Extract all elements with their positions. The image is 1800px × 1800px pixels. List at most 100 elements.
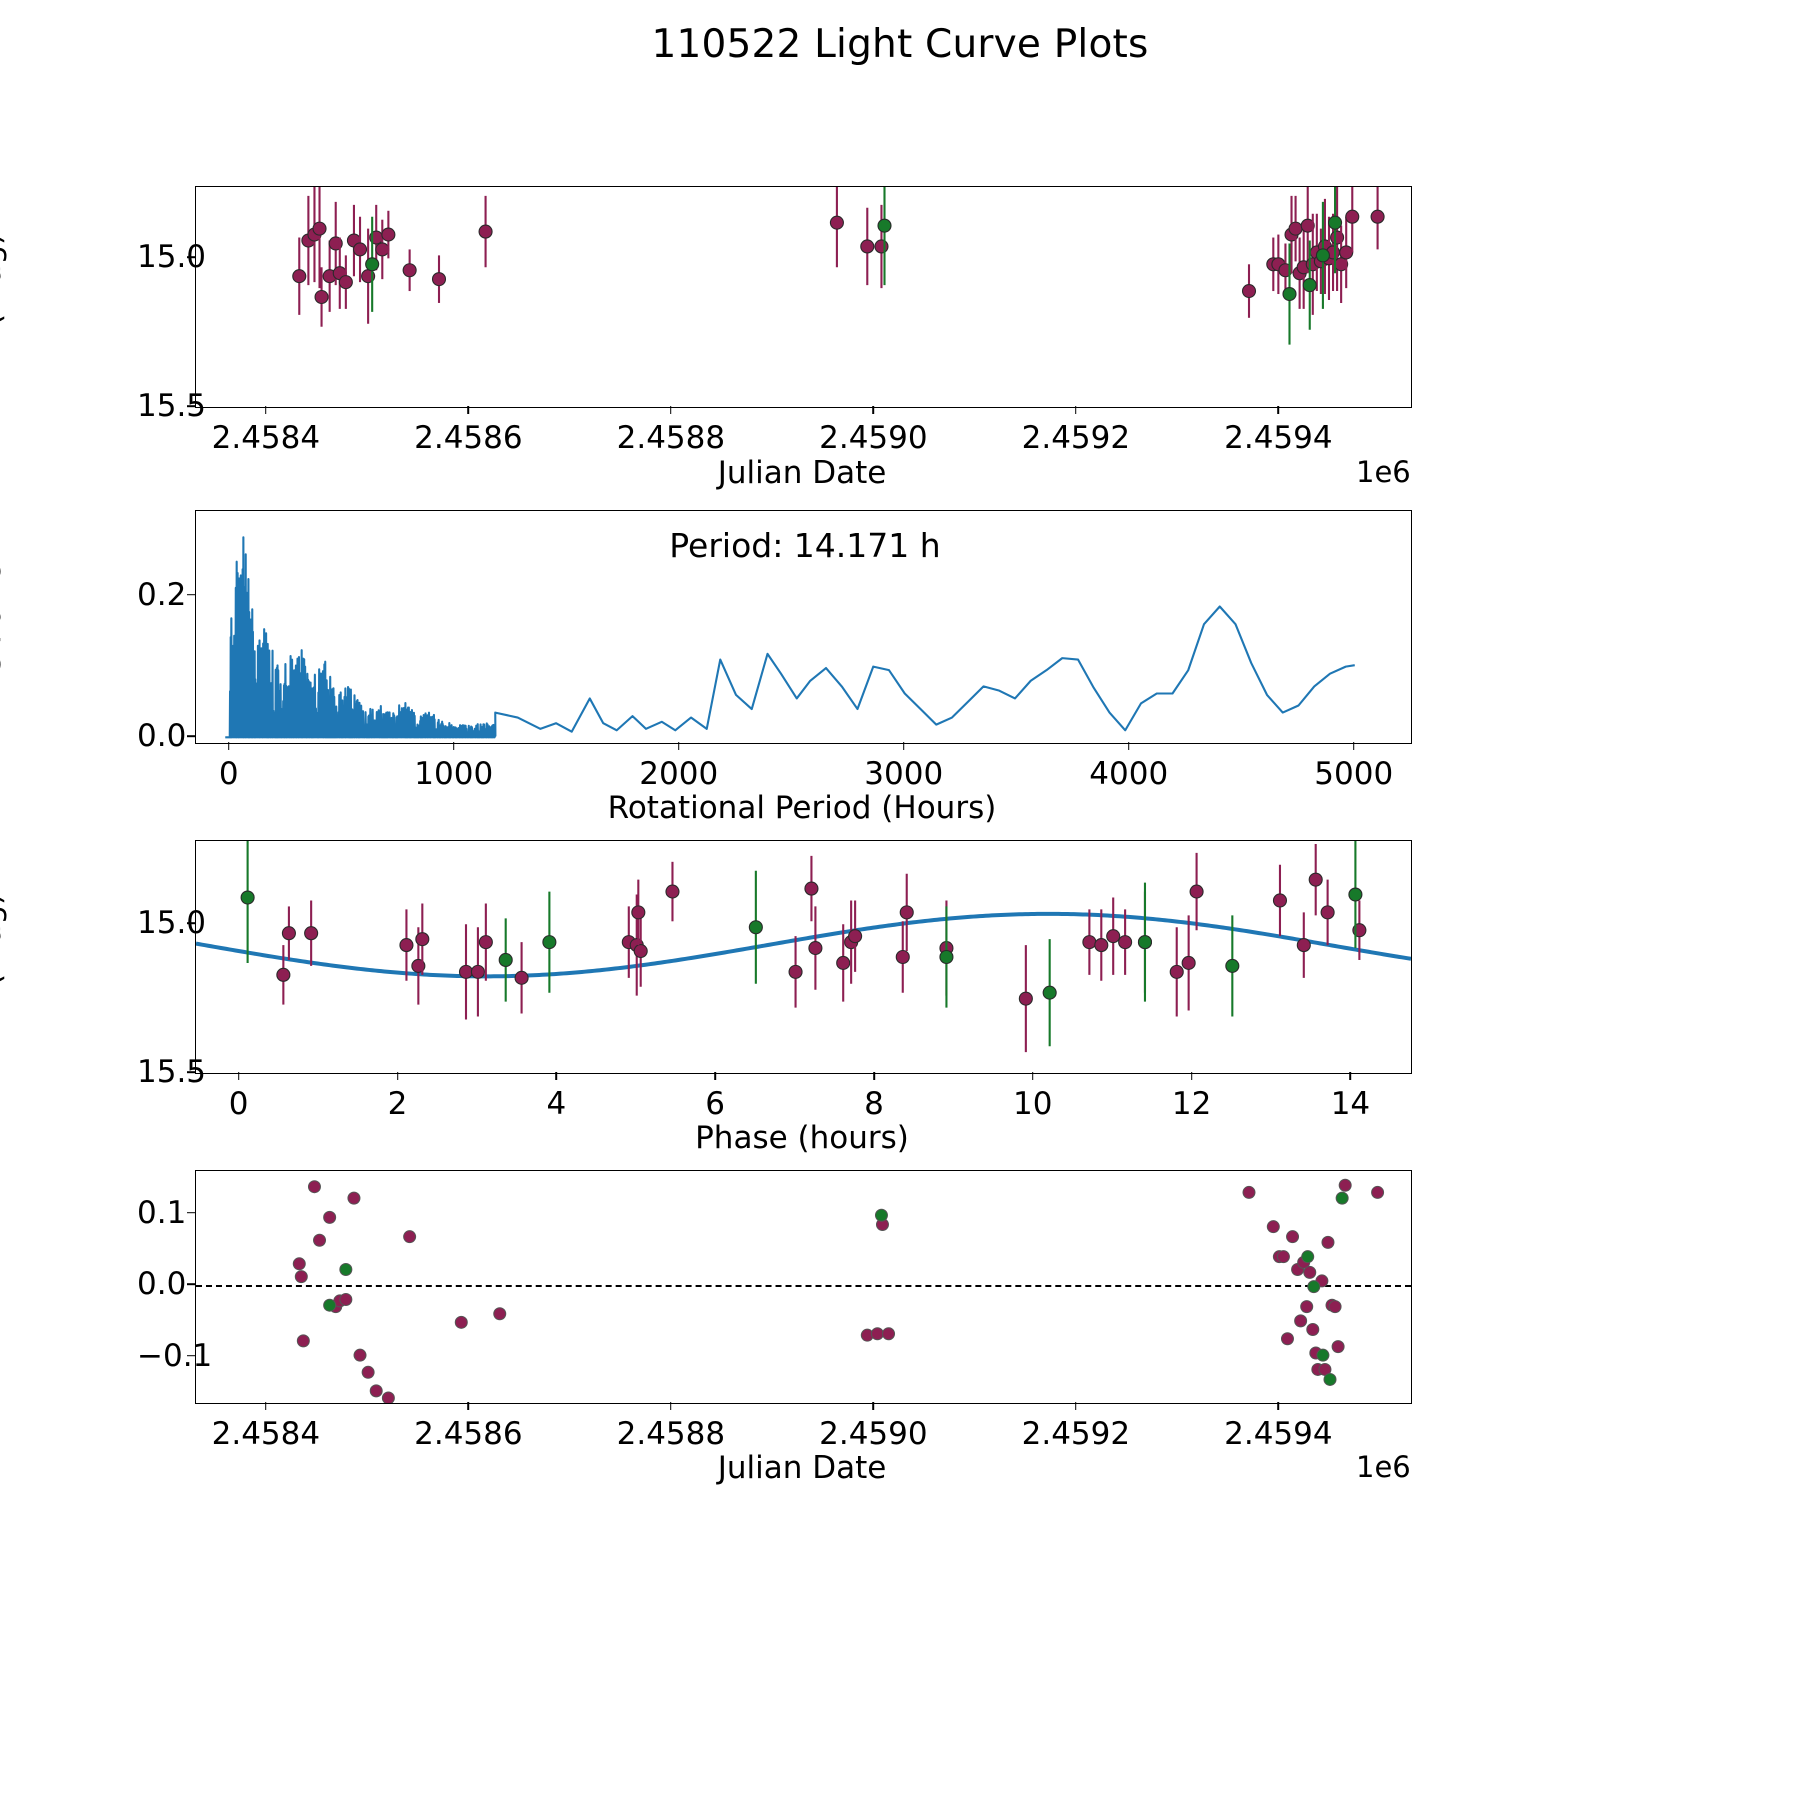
- data-point: [939, 949, 954, 965]
- data-point: [1241, 284, 1257, 299]
- tick-mark-y-1-1: [187, 256, 195, 259]
- panel-residuals: [195, 1170, 1412, 1404]
- panel-light-curve-vs-date: [195, 186, 1412, 408]
- data-point: [1118, 935, 1133, 950]
- data-point: [1169, 964, 1184, 979]
- data-point: [899, 905, 914, 920]
- axis-label-x-4: Julian Date: [717, 1450, 887, 1486]
- residual-point: [874, 1208, 888, 1222]
- tick-mark-x-2-1: [452, 742, 455, 750]
- residual-point: [1323, 1372, 1337, 1386]
- tick-mark-y-4-1: [187, 1283, 195, 1285]
- data-point: [631, 905, 646, 920]
- data-point: [1137, 935, 1153, 950]
- data-point: [877, 218, 892, 233]
- residual-point: [1321, 1235, 1335, 1249]
- data-point: [1288, 221, 1303, 236]
- residual-point: [1242, 1185, 1256, 1199]
- data-point: [542, 935, 557, 950]
- tick-mark-x-1-0: [265, 406, 267, 414]
- residual-point: [454, 1315, 468, 1329]
- residual-point: [870, 1327, 884, 1341]
- tick-mark-y-2-1: [187, 594, 195, 596]
- tick-label-x-2-1: 1000: [414, 756, 494, 792]
- data-point: [338, 275, 353, 290]
- tick-label-x-4-2: 2.4588: [616, 1416, 726, 1452]
- data-point: [276, 967, 291, 982]
- axis-offset-text-4: 1e6: [1356, 1450, 1411, 1484]
- plot-area-3: [195, 840, 1412, 1074]
- residual-point: [313, 1233, 327, 1247]
- data-point: [1348, 887, 1363, 902]
- residual-point: [1286, 1230, 1300, 1244]
- plot-area-2: [195, 510, 1412, 744]
- data-point: [1225, 958, 1240, 973]
- data-point: [314, 289, 329, 305]
- tick-mark-x-4-5: [1277, 1402, 1280, 1410]
- tick-label-x-4-5: 2.4594: [1224, 1416, 1333, 1452]
- residual-point: [296, 1334, 310, 1348]
- plot-area-1: [195, 186, 1412, 408]
- tick-label-x-2-3: 3000: [864, 756, 944, 792]
- tick-mark-x-4-0: [265, 1402, 267, 1410]
- tick-label-x-2-4: 4000: [1089, 756, 1169, 792]
- plot-area-4: [195, 1170, 1412, 1404]
- tick-label-y-4-2: −0.1: [137, 1337, 213, 1374]
- tick-label-y-1-0: 15.5: [137, 388, 207, 424]
- tick-label-x-3-2: 4: [546, 1086, 567, 1122]
- tick-mark-x-1-4: [1075, 406, 1077, 414]
- data-layer-2: [225, 536, 1355, 739]
- axis-label-x-3: Phase (hours): [695, 1120, 909, 1156]
- data-point: [836, 955, 851, 970]
- tick-label-y-4-1: 0.0: [137, 1266, 187, 1303]
- data-layer-3: [196, 841, 1411, 1053]
- tick-label-x-2-5: 5000: [1314, 756, 1394, 792]
- period-annotation: Period: 14.171 h: [669, 526, 941, 565]
- tick-mark-x-3-3: [714, 1072, 716, 1080]
- data-point: [874, 239, 889, 254]
- tick-label-x-1-1: 2.4586: [414, 420, 523, 456]
- data-point: [1339, 245, 1354, 260]
- residual-point: [1300, 1300, 1314, 1314]
- tick-label-x-1-5: 2.4594: [1224, 420, 1333, 456]
- data-point: [478, 935, 493, 950]
- data-point: [1018, 991, 1033, 1006]
- data-point: [399, 938, 414, 953]
- tick-label-y-1-1: 15.0: [137, 239, 207, 276]
- residual-point: [339, 1263, 353, 1277]
- residual-point: [353, 1348, 367, 1362]
- data-point: [375, 242, 390, 257]
- tick-mark-y-1-0: [187, 405, 195, 407]
- tick-mark-x-2-2: [677, 742, 680, 750]
- data-point: [1181, 955, 1196, 970]
- tick-mark-x-3-6: [1190, 1072, 1193, 1080]
- tick-label-x-1-3: 2.4590: [819, 420, 928, 456]
- tick-mark-x-4-4: [1075, 1402, 1077, 1410]
- panel-phase-folded: [195, 840, 1412, 1074]
- data-point: [365, 257, 380, 272]
- periodogram-line: [225, 536, 1355, 739]
- panel-lomb-scargle: [195, 510, 1412, 744]
- tick-label-x-3-0: 0: [228, 1086, 249, 1122]
- residual-point: [323, 1210, 337, 1224]
- tick-label-x-4-4: 2.4592: [1021, 1416, 1131, 1452]
- tick-label-x-2-2: 2000: [639, 756, 719, 792]
- tick-label-x-4-1: 2.4586: [414, 1416, 523, 1452]
- data-point: [848, 929, 863, 944]
- tick-mark-x-2-4: [1127, 742, 1130, 750]
- tick-mark-x-2-5: [1352, 742, 1355, 750]
- tick-label-x-3-4: 8: [864, 1086, 884, 1122]
- data-point: [1328, 215, 1343, 230]
- sinusoidal-fit-curve: [196, 911, 1411, 979]
- zero-reference-line: [196, 1285, 1411, 1288]
- residual-point: [1276, 1250, 1290, 1264]
- residual-point: [882, 1327, 896, 1341]
- tick-label-x-3-7: 14: [1330, 1086, 1371, 1122]
- residual-point: [339, 1292, 353, 1306]
- tick-mark-y-3-1: [187, 922, 195, 925]
- data-point: [788, 964, 803, 979]
- residual-point: [1280, 1332, 1294, 1346]
- tick-mark-x-4-3: [872, 1402, 875, 1410]
- tick-mark-x-3-4: [873, 1072, 875, 1080]
